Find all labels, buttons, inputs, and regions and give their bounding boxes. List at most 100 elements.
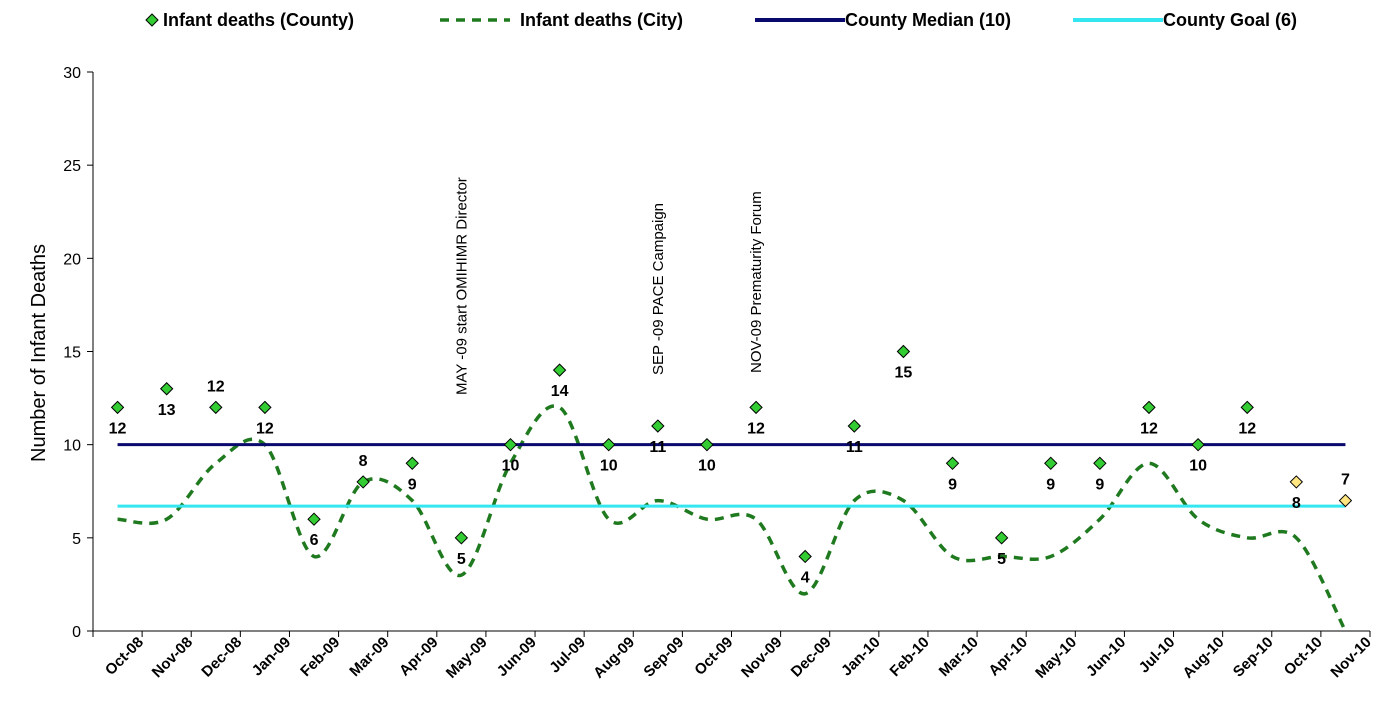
- county-data-point: [1289, 475, 1304, 489]
- county-data-label: 5: [997, 551, 1006, 568]
- x-tick-label: Nov-10: [1327, 634, 1374, 681]
- county-data-label: 12: [747, 420, 765, 437]
- county-data-label: 8: [1292, 495, 1301, 512]
- legend-label-county-goal-6: County Goal (6): [1163, 10, 1297, 30]
- county-data-point: [994, 531, 1009, 545]
- annotation-nov-09: NOV-09 Prematurity Forum: [748, 191, 765, 373]
- city-series: [117, 404, 1347, 632]
- county-data-point: [798, 549, 812, 564]
- x-tick-label: Mar-09: [346, 634, 392, 680]
- x-tick-label: Nov-08: [149, 634, 196, 681]
- county-series: [110, 344, 1353, 564]
- county-data-label: 9: [948, 476, 957, 493]
- x-tick-label: Mar-10: [936, 634, 982, 680]
- annotations: MAY -09 start OMIHIMR Director SEP -09 PA…: [453, 177, 765, 395]
- y-tick-label: 15: [63, 345, 81, 362]
- county-data-label: 10: [502, 458, 520, 475]
- county-data-point: [110, 400, 125, 415]
- county-data-label: 6: [310, 532, 319, 549]
- legend-label-county-median-10: County Median (10): [845, 10, 1011, 30]
- county-data-point: [700, 437, 714, 452]
- county-data-label: 15: [895, 365, 913, 382]
- county-data-label: 9: [408, 476, 417, 493]
- county-data-label: 7: [1341, 472, 1350, 489]
- county-data-label: 13: [158, 402, 176, 419]
- county-data-point: [651, 419, 665, 433]
- county-data-point: [1044, 456, 1058, 471]
- annotation-may-09: MAY -09 start OMIHIMR Director: [453, 177, 470, 395]
- county-data-point: [1191, 437, 1205, 452]
- x-tick-label: May-10: [1032, 634, 1080, 682]
- county-data-label: 12: [1140, 420, 1158, 437]
- county-data-point: [945, 456, 960, 471]
- x-tick-label: Jan-09: [249, 634, 295, 680]
- county-data-label: 10: [1189, 458, 1207, 475]
- x-tick-label: Aug-09: [590, 634, 638, 682]
- county-data-point: [209, 400, 223, 415]
- county-data-point: [405, 456, 419, 471]
- county-data-label: 12: [1238, 420, 1256, 437]
- county-data-point: [1240, 400, 1254, 415]
- county-data-point: [454, 531, 469, 545]
- x-tick-label: Apr-10: [985, 634, 1031, 680]
- x-tick-label: Dec-08: [198, 634, 245, 681]
- county-data-point: [1093, 456, 1107, 471]
- county-data-point: [552, 363, 567, 377]
- legend: Infant deaths (County) Infant deaths (Cit…: [145, 10, 1297, 30]
- x-tick-label: Sep-10: [1230, 634, 1277, 681]
- y-tick-label: 20: [63, 251, 81, 268]
- y-tick-label: 25: [63, 158, 81, 175]
- county-data-label: 8: [359, 453, 368, 470]
- county-data-label: 4: [801, 569, 810, 586]
- x-tick-label: Jun-10: [1083, 634, 1129, 680]
- county-data-label: 10: [698, 458, 716, 475]
- x-tick-label: Oct-09: [691, 634, 736, 679]
- legend-swatch-infant-deaths-county: [145, 13, 159, 27]
- county-data-label: 9: [1095, 476, 1104, 493]
- x-tick-label: Oct-10: [1281, 634, 1326, 679]
- x-tick-label: Jul-10: [1136, 634, 1179, 677]
- county-data-point: [503, 437, 518, 452]
- county-data-point: [1142, 400, 1156, 415]
- y-tick-label: 30: [63, 65, 81, 82]
- county-data-label: 5: [457, 551, 466, 568]
- legend-label-infant-deaths-city: Infant deaths (City): [520, 10, 683, 30]
- county-data-label: 11: [846, 439, 863, 456]
- y-tick-label: 10: [63, 438, 81, 455]
- x-tick-label: Apr-09: [396, 634, 442, 680]
- annotation-sep-09: SEP -09 PACE Campaign: [650, 203, 667, 375]
- county-data-point: [307, 512, 321, 526]
- x-tick-label: Sep-09: [640, 634, 687, 681]
- y-tick-label: 5: [72, 531, 81, 548]
- x-tick-label: Feb-09: [297, 634, 343, 680]
- x-tick-label: Dec-09: [788, 634, 835, 681]
- county-data-point: [159, 382, 174, 396]
- x-tick-label: Feb-10: [887, 634, 933, 680]
- county-data-point: [258, 400, 272, 415]
- x-tick-label: Oct-08: [102, 634, 147, 679]
- x-tick-label: Jun-09: [494, 634, 540, 680]
- x-tick-label: Nov-09: [738, 634, 785, 681]
- county-data-label: 10: [600, 458, 618, 475]
- x-tick-label: Jul-09: [546, 634, 589, 677]
- legend-label-infant-deaths-county: Infant deaths (County): [163, 10, 354, 30]
- county-data-label: 12: [109, 420, 127, 437]
- county-data-point: [847, 419, 861, 433]
- county-data-label: 14: [551, 383, 569, 400]
- county-data-label: 12: [256, 420, 274, 437]
- county-data-label: 9: [1046, 476, 1055, 493]
- county-data-label: 11: [649, 439, 666, 456]
- y-axis-label: Number of Infant Deaths: [28, 244, 50, 462]
- x-tick-label: May-09: [443, 634, 491, 682]
- county-data-point: [356, 475, 370, 489]
- county-data-point: [1338, 493, 1353, 508]
- county-data-point: [749, 400, 763, 415]
- city-series-line: [117, 404, 1347, 632]
- data-labels: 12 13 12 12 6 8 9 5 10 14 10 11 10 12 4 11 15 9 5 9 9 12 10 12 8…: [109, 365, 1350, 587]
- county-data-point: [602, 437, 616, 452]
- county-data-label: 12: [207, 378, 225, 395]
- y-tick-label: 0: [72, 624, 81, 641]
- x-tick-label: Aug-10: [1180, 634, 1228, 682]
